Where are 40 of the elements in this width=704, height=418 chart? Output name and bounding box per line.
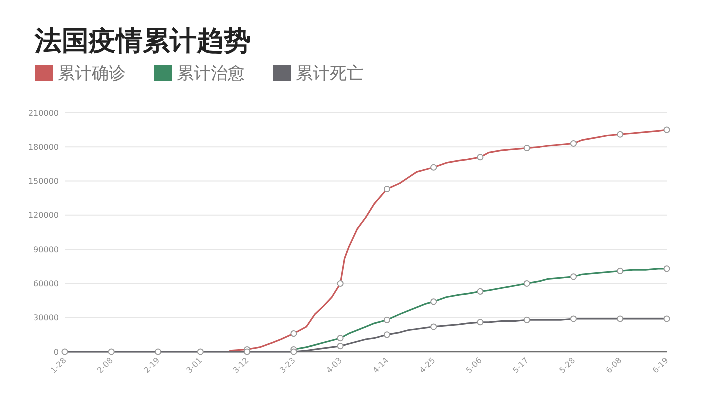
point (477, 319, 484, 326)
point (290, 348, 298, 356)
point (570, 316, 577, 322)
legend-label: 累计死亡 (296, 64, 364, 84)
chart-title: 法国疫情累计趋势 (34, 26, 251, 57)
legend-label: 累计治愈 (177, 64, 245, 84)
y-tick-label: 60000 (34, 280, 59, 289)
point (384, 186, 390, 193)
point (570, 274, 577, 280)
point (664, 266, 670, 272)
point (430, 324, 438, 330)
y-tick-label: 0 (54, 348, 59, 357)
point (430, 164, 438, 171)
point (337, 343, 344, 350)
point (197, 348, 204, 356)
point (290, 330, 298, 338)
y-tick-label: 90000 (34, 245, 59, 254)
point (617, 316, 624, 322)
y-tick-label: 30000 (34, 314, 59, 323)
point (524, 316, 530, 324)
point (430, 298, 438, 306)
point (617, 268, 624, 274)
point (337, 335, 344, 342)
point (524, 280, 530, 287)
point (384, 316, 390, 324)
y-tick-label: 210000 (28, 108, 59, 118)
point (664, 126, 670, 134)
y-tick-label: 180000 (28, 142, 59, 152)
y-tick-label: 150000 (28, 177, 59, 186)
point (477, 154, 484, 161)
point (524, 145, 530, 152)
point (384, 332, 390, 338)
point (570, 140, 577, 147)
legend-label: 累计确诊 (58, 64, 126, 84)
point (664, 316, 670, 322)
point (617, 131, 624, 138)
y-tick-label: 120000 (28, 211, 59, 220)
point (244, 348, 251, 356)
point (337, 280, 344, 287)
point (477, 288, 484, 295)
